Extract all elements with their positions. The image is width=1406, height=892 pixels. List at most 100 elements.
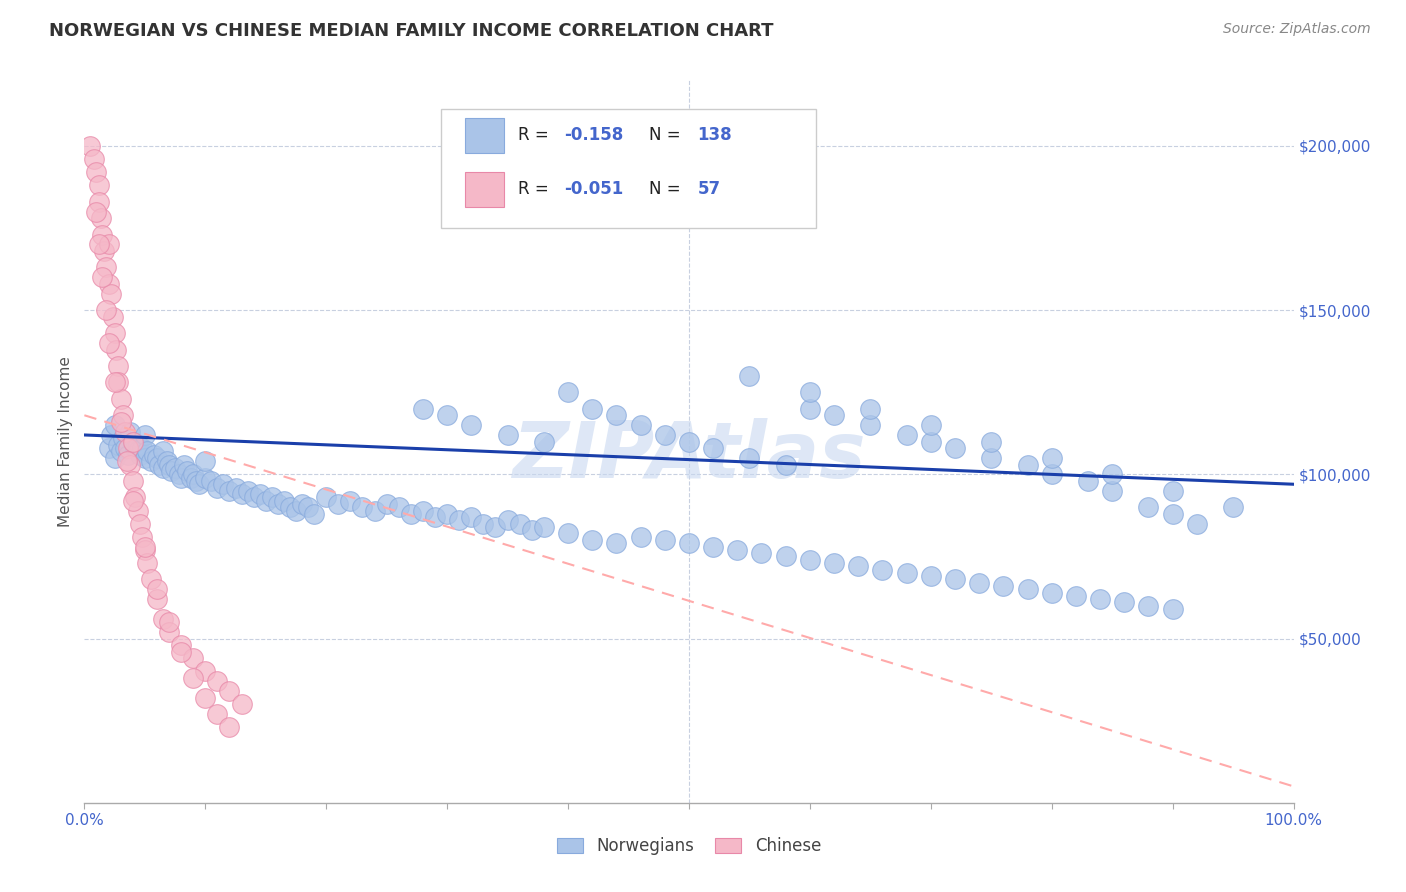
Point — [328, 497, 350, 511]
Point — [423, 510, 446, 524]
Point — [121, 434, 143, 449]
Point — [104, 376, 127, 390]
Point — [181, 467, 204, 482]
Point — [104, 450, 127, 465]
Point — [630, 530, 652, 544]
Point — [79, 139, 101, 153]
Point — [654, 533, 676, 547]
Point — [87, 237, 110, 252]
Point — [184, 474, 207, 488]
Point — [136, 444, 159, 458]
Point — [121, 474, 143, 488]
Point — [363, 503, 385, 517]
Point — [1040, 450, 1063, 465]
Text: -0.158: -0.158 — [564, 126, 624, 145]
Point — [127, 438, 149, 452]
Point — [194, 665, 217, 679]
Point — [97, 336, 120, 351]
Text: R =: R = — [519, 126, 554, 145]
Point — [605, 409, 627, 423]
Point — [236, 483, 259, 498]
Point — [225, 481, 247, 495]
Point — [114, 441, 136, 455]
Point — [87, 194, 110, 209]
Point — [139, 573, 162, 587]
Point — [1064, 589, 1087, 603]
Point — [200, 474, 222, 488]
Point — [533, 520, 555, 534]
Point — [176, 464, 198, 478]
Point — [218, 483, 240, 498]
Point — [103, 310, 125, 324]
Point — [339, 493, 361, 508]
Point — [775, 549, 797, 564]
Point — [725, 542, 748, 557]
Point — [1040, 585, 1063, 599]
Point — [678, 536, 700, 550]
Point — [110, 444, 132, 458]
Point — [117, 448, 139, 462]
Point — [799, 401, 821, 416]
Point — [134, 540, 156, 554]
Text: NORWEGIAN VS CHINESE MEDIAN FAMILY INCOME CORRELATION CHART: NORWEGIAN VS CHINESE MEDIAN FAMILY INCOM… — [49, 22, 773, 40]
Text: 138: 138 — [697, 126, 733, 145]
Text: Source: ZipAtlas.com: Source: ZipAtlas.com — [1223, 22, 1371, 37]
Point — [194, 471, 217, 485]
Point — [581, 533, 603, 547]
Point — [112, 409, 135, 423]
Point — [484, 520, 506, 534]
Point — [170, 471, 193, 485]
Point — [83, 152, 105, 166]
Point — [1161, 507, 1184, 521]
Point — [557, 385, 579, 400]
Point — [284, 503, 308, 517]
Point — [605, 536, 627, 550]
Bar — [465, 172, 503, 207]
Point — [134, 450, 156, 465]
Point — [131, 530, 153, 544]
Point — [581, 401, 603, 416]
Point — [129, 516, 152, 531]
Point — [91, 227, 114, 242]
Point — [799, 553, 821, 567]
Point — [1161, 602, 1184, 616]
Point — [97, 277, 120, 291]
Point — [872, 563, 894, 577]
Point — [104, 418, 127, 433]
Point — [254, 493, 277, 508]
Point — [291, 497, 314, 511]
Y-axis label: Median Family Income: Median Family Income — [58, 356, 73, 527]
Point — [181, 671, 204, 685]
Point — [920, 434, 942, 449]
Point — [218, 684, 240, 698]
Point — [436, 507, 458, 521]
Point — [1077, 474, 1099, 488]
Point — [242, 491, 264, 505]
Text: ZIPAtlas: ZIPAtlas — [512, 418, 866, 494]
Point — [110, 415, 132, 429]
Point — [1101, 483, 1123, 498]
Point — [460, 510, 482, 524]
Point — [121, 434, 143, 449]
Point — [124, 441, 146, 455]
Point — [678, 434, 700, 449]
Point — [104, 326, 127, 341]
Point — [97, 237, 120, 252]
Point — [104, 343, 127, 357]
Point — [100, 428, 122, 442]
Point — [131, 441, 153, 455]
Point — [218, 720, 240, 734]
Point — [943, 441, 966, 455]
Point — [157, 625, 180, 640]
Point — [212, 477, 235, 491]
Point — [129, 448, 152, 462]
Point — [896, 566, 918, 580]
Point — [436, 409, 458, 423]
Point — [267, 497, 290, 511]
Point — [157, 615, 180, 630]
Point — [630, 418, 652, 433]
Point — [496, 428, 519, 442]
Point — [1161, 483, 1184, 498]
Point — [352, 500, 374, 515]
Point — [165, 460, 187, 475]
